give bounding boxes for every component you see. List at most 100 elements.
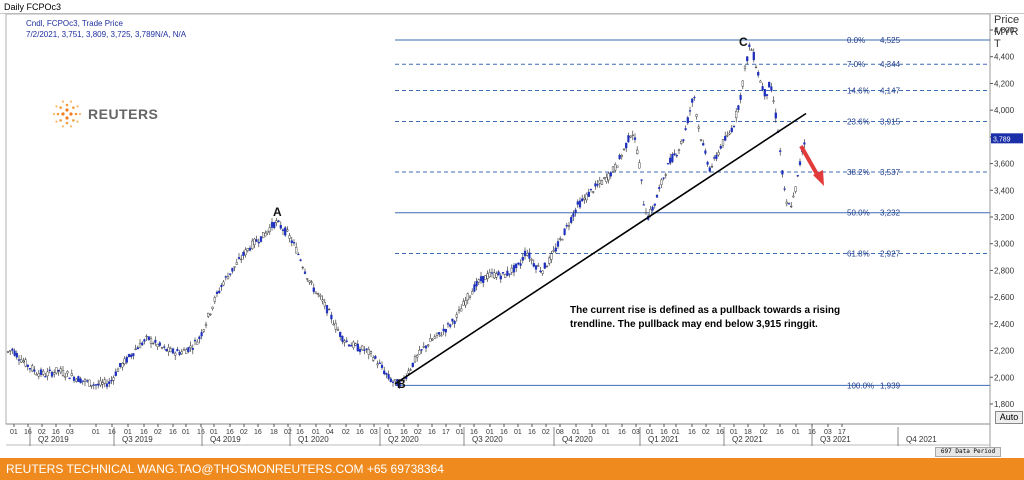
candle-up <box>319 295 322 297</box>
x-day-label: 02 <box>240 429 248 436</box>
candle-down <box>15 352 18 358</box>
quarter-label: Q2 2019 <box>38 435 69 444</box>
candle-down <box>757 72 760 76</box>
candle-up <box>295 246 298 254</box>
candle-down <box>715 154 718 160</box>
price-axis-header: Price MYR T <box>994 14 1024 50</box>
candle-up <box>699 139 703 141</box>
candle-up <box>189 345 192 349</box>
candle-up <box>70 373 73 377</box>
logo-dot <box>56 112 60 116</box>
x-day-label: 18 <box>744 429 752 436</box>
candle-up <box>552 250 555 252</box>
candle-up <box>418 349 421 355</box>
candle-down <box>594 183 597 187</box>
candle-down <box>724 136 727 141</box>
candle-down <box>596 184 599 186</box>
candle-down <box>176 349 179 352</box>
candle-down <box>713 157 716 159</box>
candle-up <box>567 225 571 227</box>
x-day-label: 01 <box>456 429 464 436</box>
candle-up <box>726 135 729 137</box>
candle-down <box>79 378 82 384</box>
x-day-label: 01 <box>602 429 610 436</box>
candle-up <box>541 270 544 274</box>
candle-down <box>224 276 227 278</box>
candle-down <box>57 369 60 372</box>
candle-down <box>284 227 287 236</box>
candle-down <box>765 94 769 96</box>
x-day-label: 16 <box>226 429 234 436</box>
candle-up <box>629 135 632 138</box>
candle-down <box>706 161 709 165</box>
candle-up <box>116 368 120 372</box>
candle-up <box>605 177 608 182</box>
candle-down <box>68 377 71 380</box>
candle-down <box>383 370 386 375</box>
candle-down <box>215 291 219 294</box>
candle-down <box>220 285 223 288</box>
candle-up <box>123 358 126 364</box>
candle-up <box>717 152 720 156</box>
candle-down <box>739 94 742 100</box>
candle-up <box>354 343 357 346</box>
x-day-label: 16 <box>400 429 408 436</box>
x-day-label: 16 <box>254 429 262 436</box>
pullback-arrow-head <box>813 170 824 186</box>
x-day-label: 01 <box>572 429 580 436</box>
data-period-label: 697 Data Period <box>935 447 1001 457</box>
x-day-label: 02 <box>38 429 46 436</box>
x-day-label: 02 <box>414 429 422 436</box>
candle-down <box>693 96 696 99</box>
candle-down <box>671 154 674 162</box>
y-tick-label: 4,000 <box>994 106 1015 115</box>
candle-down <box>341 335 344 342</box>
candle-up <box>244 249 247 256</box>
candle-down <box>532 263 535 267</box>
fib-level-label: 23.6% <box>847 118 870 127</box>
candle-down <box>684 128 687 130</box>
candle-down <box>539 270 542 272</box>
candle-down <box>248 247 252 251</box>
plot-frame <box>5 13 991 425</box>
quarter-label: Q4 2021 <box>906 435 937 444</box>
candle-down <box>627 135 630 143</box>
candle-down <box>746 56 749 62</box>
y-tick-label: 2,400 <box>994 320 1015 329</box>
x-day-label: 16 <box>776 429 784 436</box>
logo-dot <box>69 100 73 103</box>
candle-up <box>548 257 551 264</box>
candle-down <box>374 355 377 359</box>
candle-down <box>642 204 645 206</box>
logo-dot <box>55 120 58 123</box>
candle-up <box>504 273 507 278</box>
x-day-label: 16 <box>500 429 508 436</box>
fib-level-value: 3,537 <box>880 168 901 177</box>
candle-up <box>695 114 698 117</box>
candle-up <box>457 309 461 311</box>
x-day-label: 16 <box>356 429 364 436</box>
candle-up <box>90 384 93 387</box>
candle-down <box>257 241 260 244</box>
candle-down <box>229 273 232 275</box>
fib-level-label: 7.0% <box>847 60 865 69</box>
candle-down <box>589 188 593 191</box>
candle-up <box>644 212 648 215</box>
candle-down <box>297 253 300 256</box>
candle-down <box>666 163 670 165</box>
candle-up <box>433 336 436 339</box>
candle-up <box>369 351 373 354</box>
y-tick-label: 2,800 <box>994 266 1015 275</box>
x-day-label: 02 <box>284 429 292 436</box>
candle-up <box>792 195 795 198</box>
candle-up <box>328 308 331 311</box>
candle-down <box>178 351 181 355</box>
candle-down <box>378 362 381 364</box>
candle-down <box>356 343 359 352</box>
candle-up <box>477 279 480 283</box>
candle-up <box>614 164 617 171</box>
candle-down <box>686 117 689 124</box>
auto-scale-button[interactable]: Auto <box>995 411 1023 424</box>
candle-down <box>787 203 791 205</box>
